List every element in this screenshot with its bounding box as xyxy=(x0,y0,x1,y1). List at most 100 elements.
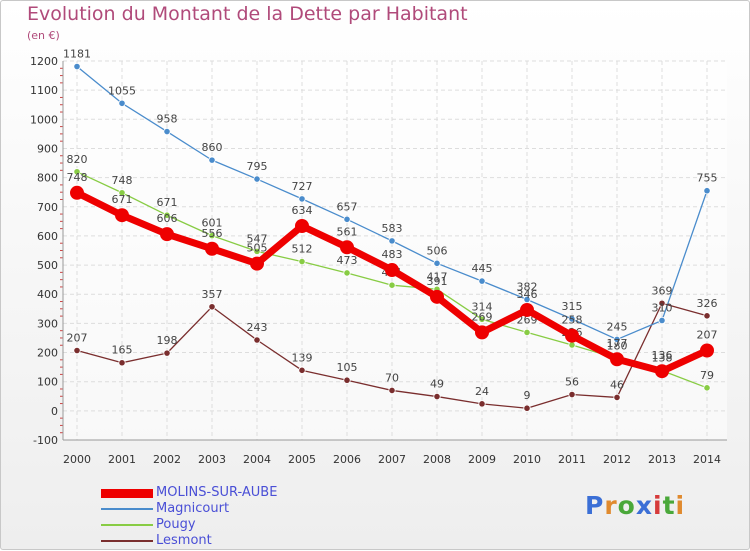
x-tick-label: 2009 xyxy=(468,453,496,466)
x-tick-label: 2003 xyxy=(198,453,226,466)
data-label: 245 xyxy=(607,320,628,333)
data-label: 198 xyxy=(157,334,178,347)
y-tick-label: 100 xyxy=(37,376,58,389)
data-point xyxy=(208,303,216,311)
data-label: 583 xyxy=(382,222,403,235)
x-tick-label: 2013 xyxy=(648,453,676,466)
data-label: 315 xyxy=(562,300,583,313)
data-point xyxy=(118,99,126,107)
data-point xyxy=(703,312,711,320)
y-tick-label: 700 xyxy=(37,201,58,214)
tick-labels: -100 0 100 200 300 400 500 600 700 800 900 1000 1100… xyxy=(30,55,721,466)
data-point xyxy=(298,195,306,203)
data-label: 748 xyxy=(112,174,133,187)
data-point xyxy=(163,349,171,357)
data-label: 207 xyxy=(697,328,718,341)
data-point xyxy=(253,336,261,344)
data-point xyxy=(388,386,396,395)
data-point xyxy=(568,315,576,323)
data-point xyxy=(163,211,171,219)
data-point xyxy=(163,127,171,136)
data-point xyxy=(523,404,531,412)
data-point xyxy=(613,335,621,344)
x-tick-label: 2008 xyxy=(423,453,451,466)
series-molins-sur-aube: 7486716065565056345614833912693462581771… xyxy=(67,171,718,379)
data-label: 136 xyxy=(652,349,673,362)
data-point xyxy=(700,343,714,358)
data-label: 139 xyxy=(292,351,313,364)
data-point xyxy=(703,187,711,195)
data-point xyxy=(205,241,219,256)
y-tick-label: 200 xyxy=(37,347,58,360)
data-label: 657 xyxy=(337,200,358,213)
data-point xyxy=(298,257,306,266)
data-label: 177 xyxy=(607,337,628,350)
x-tick-label: 2007 xyxy=(378,453,406,466)
x-tick-label: 2000 xyxy=(63,453,91,466)
data-label: 820 xyxy=(67,153,88,166)
data-label: 138 xyxy=(652,352,673,365)
y-tick-label: 600 xyxy=(37,230,58,243)
data-label: 269 xyxy=(472,310,493,323)
data-label: 601 xyxy=(202,217,223,230)
data-label: 445 xyxy=(472,262,493,275)
y-tick-label: 900 xyxy=(37,142,58,155)
data-label: 473 xyxy=(337,254,358,267)
data-point xyxy=(478,400,486,408)
data-point xyxy=(613,393,621,402)
x-tick-label: 2001 xyxy=(108,453,136,466)
data-label: 46 xyxy=(610,378,624,391)
data-label: 382 xyxy=(517,280,538,293)
data-point xyxy=(118,359,126,367)
data-point xyxy=(73,62,81,71)
y-tick-label: 1000 xyxy=(30,113,58,126)
data-point xyxy=(523,295,531,304)
data-point xyxy=(298,366,306,374)
brand-letter: i xyxy=(653,491,663,520)
data-point xyxy=(433,392,441,401)
data-point xyxy=(475,325,489,340)
data-label: 417 xyxy=(427,270,448,283)
data-label: 326 xyxy=(697,297,718,310)
data-label: 105 xyxy=(337,361,358,374)
data-label: 483 xyxy=(382,248,403,261)
data-point xyxy=(70,185,84,200)
y-tick-label: 800 xyxy=(37,172,58,185)
data-point xyxy=(478,277,486,285)
data-point xyxy=(343,215,351,223)
data-label: 314 xyxy=(472,300,493,313)
legend-swatch xyxy=(101,540,153,542)
data-point xyxy=(343,376,351,384)
data-point xyxy=(610,352,624,367)
data-point xyxy=(520,302,534,317)
data-point xyxy=(658,299,666,307)
data-point xyxy=(208,232,216,240)
data-point xyxy=(160,227,174,242)
x-tick-label: 2006 xyxy=(333,453,361,466)
y-tick-label: 1200 xyxy=(30,55,58,68)
data-label: 24 xyxy=(475,385,489,398)
data-label: 56 xyxy=(565,376,579,389)
data-point xyxy=(73,168,81,176)
data-label: 243 xyxy=(247,321,268,334)
legend-swatch xyxy=(101,488,153,498)
brand-logo: Proxiti xyxy=(585,491,685,520)
data-point xyxy=(523,328,531,337)
data-label: 556 xyxy=(202,227,223,240)
data-label: 512 xyxy=(292,243,313,256)
y-tick-label: 1100 xyxy=(30,84,58,97)
data-label: 505 xyxy=(247,242,268,255)
data-label: 258 xyxy=(562,314,583,327)
data-label: 1055 xyxy=(108,84,136,97)
x-tick-label: 2004 xyxy=(243,453,271,466)
data-point xyxy=(208,156,216,164)
data-point xyxy=(568,390,576,399)
data-label: 561 xyxy=(337,225,358,238)
data-label: 958 xyxy=(157,113,178,126)
data-label: 727 xyxy=(292,180,313,193)
x-tick-label: 2012 xyxy=(603,453,631,466)
x-tick-label: 2002 xyxy=(153,453,181,466)
data-point xyxy=(295,219,309,234)
y-tick-label: -100 xyxy=(33,434,58,447)
